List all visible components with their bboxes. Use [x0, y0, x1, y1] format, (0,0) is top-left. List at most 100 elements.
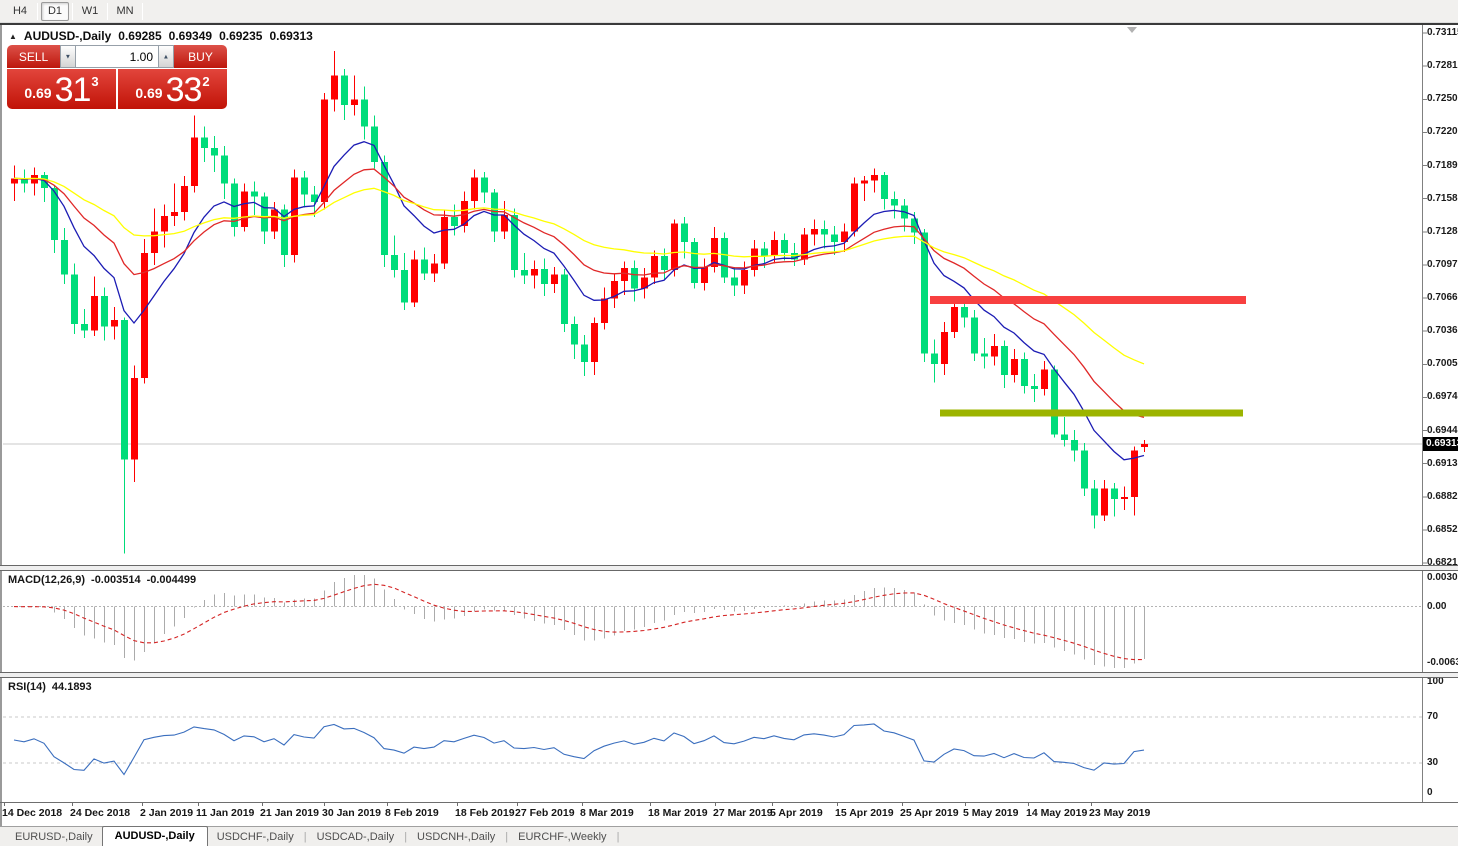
candle-body — [461, 201, 468, 226]
volume-decrease-button[interactable]: ▼ — [60, 45, 76, 68]
timeframe-button-w1[interactable]: W1 — [81, 5, 99, 17]
candle-body — [141, 252, 148, 379]
candle-body — [841, 231, 848, 243]
candle-body — [431, 263, 438, 274]
candle-body — [261, 196, 268, 232]
tab-separator: | — [616, 831, 620, 843]
buy-price-button[interactable]: 0.69 33 2 — [118, 69, 227, 109]
resistance-line[interactable] — [930, 295, 1246, 304]
window-border-left — [0, 25, 2, 846]
candle-body — [661, 256, 668, 271]
candle-body — [871, 175, 878, 181]
price-axis-label: 0.73115 — [1427, 27, 1458, 38]
candle-body — [101, 296, 108, 327]
candle-body — [311, 194, 318, 203]
candle-body — [1091, 488, 1098, 516]
candle-body — [331, 75, 338, 100]
candle-body — [281, 209, 288, 256]
rsi-indicator-label: RSI(14) 44.1893 — [8, 681, 92, 693]
chart-tab-bar: EURUSD-,Daily AUDUSD-,Daily USDCHF-,Daily |… — [0, 826, 1458, 846]
timeframe-button-d1[interactable]: D1 — [41, 1, 69, 21]
price-axis-border — [1422, 25, 1423, 803]
rsi-pane-splitter[interactable] — [0, 672, 1458, 678]
candle-body — [341, 75, 348, 105]
timeframe-button-mn[interactable]: MN — [116, 5, 134, 17]
candle-body — [881, 175, 888, 199]
candle-body — [121, 319, 128, 460]
tab-separator: | — [303, 831, 307, 843]
price-axis-label: 0.69745 — [1427, 391, 1458, 403]
candle-body — [561, 274, 568, 325]
volume-increase-button[interactable]: ▲ — [158, 45, 174, 68]
support-line[interactable] — [940, 409, 1243, 417]
candle-body — [241, 191, 248, 227]
buy-price-prefix: 0.69 — [135, 85, 163, 101]
sell-price-button[interactable]: 0.69 31 3 — [7, 69, 116, 109]
candle-body — [501, 215, 508, 232]
tab-eurchf-weekly[interactable]: EURCHF-,Weekly — [518, 831, 607, 843]
candle-body — [181, 185, 188, 212]
candle-body — [511, 215, 518, 271]
candle-body — [861, 180, 868, 184]
date-axis-label: 14 Dec 2018 — [2, 807, 63, 819]
chart-shift-marker-icon[interactable] — [1127, 27, 1137, 33]
candle-body — [481, 177, 488, 193]
date-axis-label: 27 Mar 2019 — [713, 807, 773, 819]
candle-body — [131, 378, 138, 460]
rsi-value: 44.1893 — [51, 681, 92, 693]
candle-body — [271, 209, 278, 232]
candle-body — [91, 296, 98, 331]
tab-eurusd-daily[interactable]: EURUSD-,Daily — [15, 831, 93, 843]
tab-usdcad-daily[interactable]: USDCAD-,Daily — [316, 831, 395, 843]
macd-signal-value: -0.004499 — [146, 574, 197, 586]
rsi-axis-label: 100 — [1427, 676, 1444, 687]
toolbar-separator — [72, 2, 73, 20]
candle-body — [211, 148, 218, 156]
price-axis-label: 0.68825 — [1427, 490, 1458, 502]
tab-usdcnh-daily[interactable]: USDCNH-,Daily — [417, 831, 496, 843]
candle-body — [111, 319, 118, 327]
candle-body — [391, 255, 398, 271]
date-axis-label: 18 Mar 2019 — [648, 807, 708, 819]
date-axis-label: 18 Feb 2019 — [455, 807, 515, 819]
triangle-up-icon: ▲ — [162, 52, 170, 61]
candle-body — [631, 268, 638, 289]
candle-body — [231, 183, 238, 227]
tab-separator: | — [505, 831, 509, 843]
timeframe-button-h4[interactable]: H4 — [12, 5, 28, 17]
date-axis-label: 8 Feb 2019 — [385, 807, 439, 819]
ohlc-close: 0.69313 — [269, 29, 313, 43]
date-axis-label: 15 Apr 2019 — [835, 807, 894, 819]
candle-body — [1081, 450, 1088, 489]
macd-pane-splitter[interactable] — [0, 565, 1458, 571]
macd-name: MACD(12,26,9) — [8, 574, 86, 586]
candle-body — [81, 324, 88, 331]
candle-body — [451, 217, 458, 226]
toolbar-separator — [107, 2, 108, 20]
tab-usdchf-daily[interactable]: USDCHF-,Daily — [216, 831, 294, 843]
candle-body — [811, 229, 818, 235]
window-border — [0, 23, 1458, 25]
candle-body — [1071, 439, 1078, 451]
chart-symbol-label: AUDUSD-,Daily — [23, 29, 112, 43]
macd-indicator-label: MACD(12,26,9) -0.003514 -0.004499 — [8, 574, 196, 586]
tab-audusd-daily[interactable]: AUDUSD-,Daily — [101, 826, 208, 846]
volume-input[interactable] — [76, 45, 158, 68]
toolbar-separator — [142, 2, 143, 20]
current-price-label: 0.69313 — [1423, 437, 1458, 451]
candle-body — [21, 178, 28, 184]
sell-button[interactable]: SELL — [7, 45, 60, 68]
candle-body — [61, 239, 68, 275]
buy-button[interactable]: BUY — [174, 45, 227, 68]
candle-body — [571, 324, 578, 345]
candle-body — [161, 216, 168, 232]
candle-body — [251, 191, 258, 197]
candle-body — [691, 242, 698, 284]
date-axis-label: 11 Jan 2019 — [196, 807, 255, 819]
candle-body — [381, 162, 388, 256]
macd-histogram — [24, 575, 1145, 668]
